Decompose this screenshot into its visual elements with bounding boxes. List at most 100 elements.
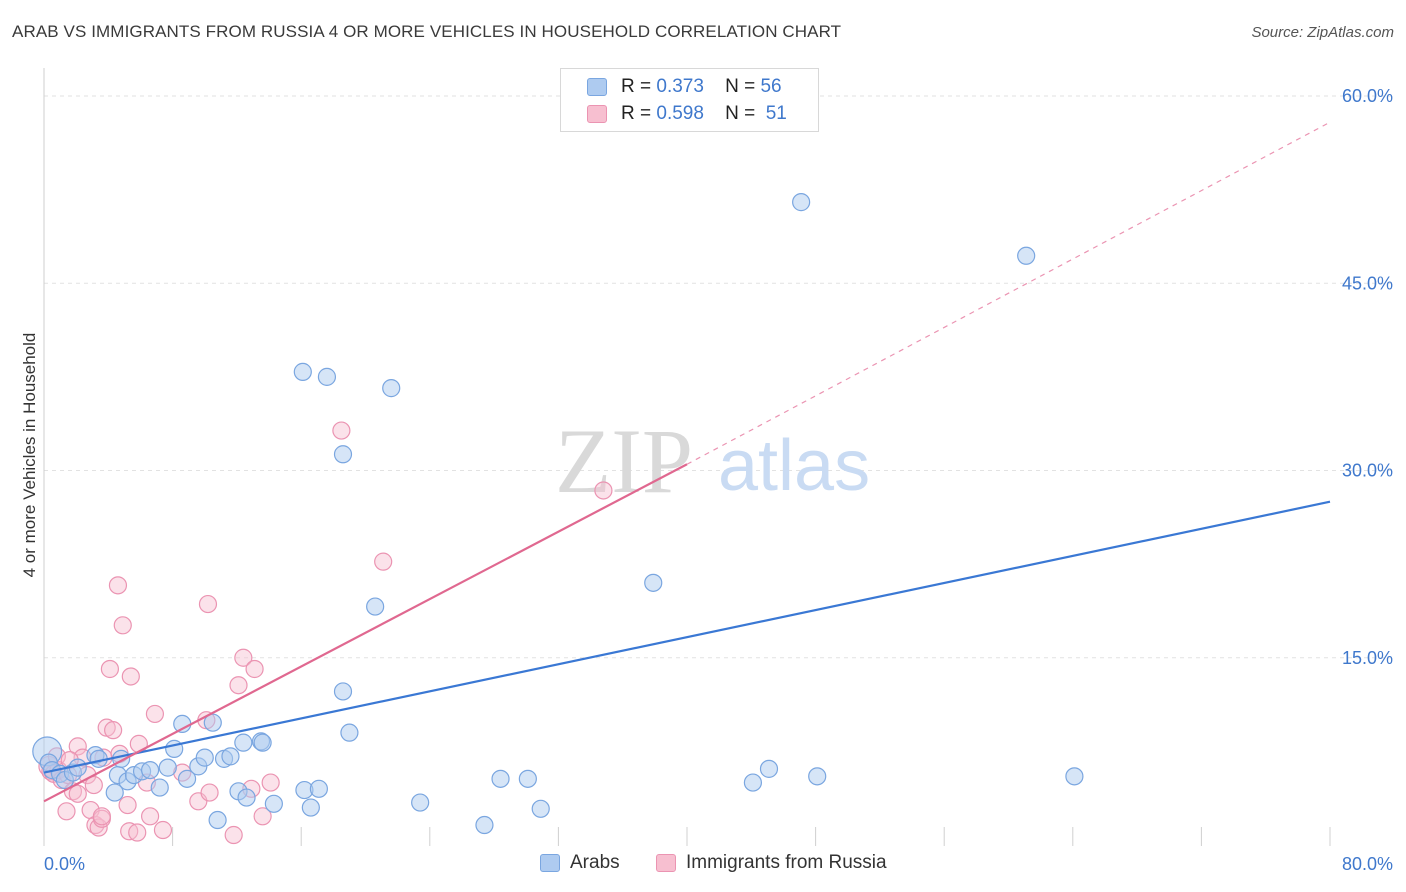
russia-point bbox=[104, 721, 123, 740]
arabs-point bbox=[1017, 246, 1036, 265]
arabs-point bbox=[177, 769, 197, 788]
russia-legend-swatch bbox=[656, 854, 676, 872]
russia-point bbox=[118, 795, 137, 815]
arabs-point bbox=[1065, 767, 1084, 786]
y-tick-label: 15.0% bbox=[1342, 648, 1393, 668]
arabs-point bbox=[301, 798, 320, 817]
russia-point bbox=[245, 659, 264, 679]
russia-r-label: R = bbox=[621, 103, 652, 124]
arabs-points bbox=[32, 193, 1084, 835]
y-tick-label: 45.0% bbox=[1342, 273, 1393, 293]
y-tick-label: 30.0% bbox=[1342, 461, 1393, 481]
arabs-point bbox=[644, 573, 663, 592]
arabs-point bbox=[203, 713, 222, 732]
arabs-point bbox=[309, 779, 328, 798]
russia-point bbox=[261, 773, 280, 792]
x-tick-label-max: 80.0% bbox=[1342, 854, 1393, 874]
arabs-point bbox=[382, 379, 401, 398]
russia-point bbox=[108, 576, 128, 595]
arabs-point bbox=[253, 733, 272, 752]
chart-title: ARAB VS IMMIGRANTS FROM RUSSIA 4 OR MORE… bbox=[12, 22, 842, 41]
arabs-point bbox=[140, 760, 160, 780]
y-tick-label: 60.0% bbox=[1342, 86, 1393, 106]
russia-n-label: N = bbox=[725, 103, 756, 124]
russia-point bbox=[594, 481, 613, 500]
russia-point bbox=[68, 737, 87, 756]
russia-legend-label: Immigrants from Russia bbox=[686, 852, 887, 873]
russia-point bbox=[234, 648, 253, 667]
arabs-point bbox=[340, 723, 359, 742]
tick-labels: 15.0% 30.0% 45.0% 60.0% 0.0% 80.0% bbox=[44, 86, 1393, 874]
russia-point bbox=[113, 616, 132, 635]
x-tick-label-min: 0.0% bbox=[44, 854, 85, 874]
arabs-r-label: R = bbox=[621, 76, 652, 97]
arabs-point bbox=[234, 733, 253, 752]
russia-point bbox=[57, 802, 76, 821]
russia-n-value: 51 bbox=[765, 103, 787, 124]
russia-point bbox=[140, 807, 160, 826]
russia-trend-extension bbox=[686, 121, 1331, 465]
arabs-point bbox=[150, 778, 169, 797]
russia-point bbox=[253, 807, 272, 826]
axes bbox=[43, 68, 1331, 846]
russia-point bbox=[68, 784, 87, 803]
arabs-r-value: 0.373 bbox=[656, 76, 704, 97]
russia-point bbox=[92, 807, 111, 826]
arabs-point bbox=[333, 445, 353, 464]
arabs-point bbox=[264, 794, 283, 813]
arabs-point bbox=[808, 767, 827, 786]
stats-legend: R = 0.373 N = 56 R = 0.598 N = 51 bbox=[560, 68, 819, 132]
arabs-legend-swatch bbox=[540, 854, 560, 872]
watermark-zip: ZIP bbox=[555, 410, 693, 512]
arabs-point bbox=[759, 759, 779, 778]
russia-r-value: 0.598 bbox=[656, 103, 704, 124]
legend-item-arabs: Arabs bbox=[540, 852, 620, 874]
russia-point bbox=[224, 825, 243, 845]
arabs-point bbox=[237, 788, 256, 807]
russia-point bbox=[198, 594, 218, 614]
russia-point bbox=[153, 820, 173, 840]
arabs-point bbox=[333, 682, 353, 701]
arabs-point bbox=[743, 773, 763, 792]
russia-point bbox=[374, 552, 393, 571]
arabs-point bbox=[531, 799, 550, 818]
legend-row-russia: R = 0.598 N = 51 bbox=[587, 102, 787, 126]
series-legend: Arabs Immigrants from Russia bbox=[0, 852, 1406, 876]
arabs-point bbox=[105, 783, 124, 802]
arabs-point bbox=[491, 769, 510, 788]
russia-point bbox=[332, 421, 351, 440]
arabs-point bbox=[195, 748, 214, 767]
russia-trend-line bbox=[43, 463, 688, 803]
arabs-point bbox=[411, 793, 430, 812]
arabs-trend-line bbox=[43, 500, 1331, 774]
arabs-n-value: 56 bbox=[760, 76, 782, 97]
russia-point bbox=[129, 734, 148, 753]
arabs-swatch bbox=[587, 78, 607, 96]
watermark-atlas: atlas bbox=[718, 426, 870, 506]
source-credit: Source: ZipAtlas.com bbox=[1251, 24, 1394, 41]
arabs-n-label: N = bbox=[725, 76, 756, 97]
russia-point bbox=[84, 775, 103, 795]
arabs-point bbox=[518, 769, 537, 788]
arabs-point bbox=[317, 367, 337, 386]
russia-point bbox=[128, 823, 147, 842]
russia-point bbox=[100, 659, 120, 679]
legend-row-arabs: R = 0.373 N = 56 bbox=[587, 75, 782, 99]
legend-item-russia: Immigrants from Russia bbox=[656, 852, 887, 874]
arabs-point bbox=[792, 193, 811, 212]
arabs-point bbox=[366, 597, 385, 616]
arabs-point bbox=[208, 810, 227, 830]
russia-swatch bbox=[587, 105, 607, 123]
russia-point bbox=[200, 783, 219, 802]
russia-point bbox=[145, 704, 165, 724]
arabs-point bbox=[221, 747, 240, 766]
grid-lines bbox=[44, 95, 1392, 659]
russia-point bbox=[121, 667, 140, 686]
arabs-legend-label: Arabs bbox=[570, 852, 620, 873]
arabs-point bbox=[475, 815, 494, 835]
trend-lines bbox=[43, 121, 1331, 803]
arabs-point bbox=[293, 362, 312, 381]
russia-point bbox=[229, 676, 248, 695]
arabs-point bbox=[158, 758, 177, 777]
